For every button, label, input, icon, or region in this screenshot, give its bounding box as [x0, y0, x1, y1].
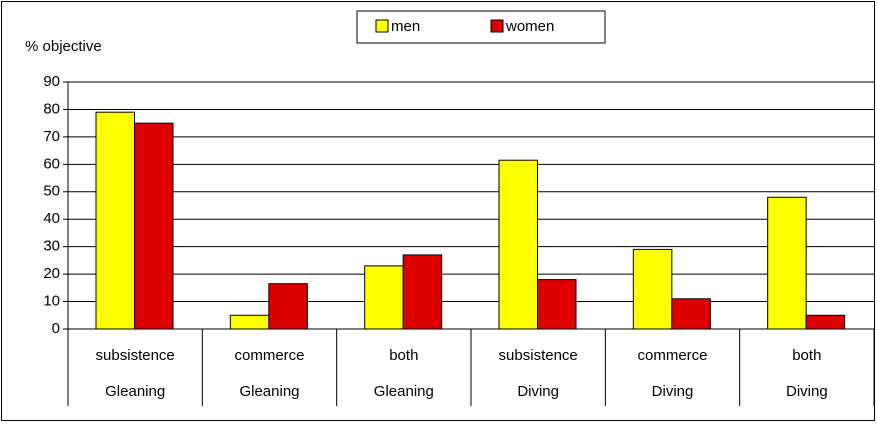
- x-tick-label: subsistence: [499, 347, 578, 364]
- bar: [767, 196, 807, 330]
- y-tick-label: 0: [52, 320, 60, 337]
- bar: [402, 254, 443, 330]
- x-tick-label: both: [792, 347, 821, 364]
- x-tick-label: commerce: [637, 347, 707, 364]
- bar: [805, 314, 846, 330]
- bar: [632, 248, 673, 330]
- y-tick-label: 90: [43, 73, 60, 90]
- bar: [364, 265, 404, 330]
- y-tick-label: 80: [43, 100, 60, 117]
- legend-box: [356, 10, 606, 44]
- legend-label: women: [505, 18, 554, 35]
- x-group-label: Gleaning: [239, 383, 299, 400]
- bar: [671, 298, 711, 330]
- legend-label: men: [391, 18, 420, 35]
- bar: [268, 283, 308, 330]
- x-group-label: Diving: [786, 383, 828, 400]
- y-tick-label: 30: [43, 238, 60, 255]
- y-tick-label: 70: [43, 128, 60, 145]
- x-group-label: Gleaning: [105, 383, 165, 400]
- bar: [498, 159, 538, 330]
- y-tick-label: 20: [43, 265, 60, 282]
- x-tick-label: subsistence: [96, 347, 175, 364]
- x-group-label: Diving: [652, 383, 694, 400]
- legend-swatch: [490, 19, 504, 33]
- bar: [537, 279, 577, 330]
- y-tick-label: 50: [43, 183, 60, 200]
- x-tick-label: both: [389, 347, 418, 364]
- x-group-label: Diving: [517, 383, 559, 400]
- bar: [229, 314, 270, 330]
- bar: [95, 111, 135, 330]
- x-tick-label: commerce: [234, 347, 304, 364]
- bar: [134, 122, 174, 330]
- y-tick-label: 40: [43, 210, 60, 227]
- y-tick-label: 60: [43, 155, 60, 172]
- y-axis-label: % objective: [25, 38, 102, 55]
- x-group-label: Gleaning: [374, 383, 434, 400]
- y-tick-label: 10: [43, 293, 60, 310]
- legend-swatch: [375, 19, 389, 33]
